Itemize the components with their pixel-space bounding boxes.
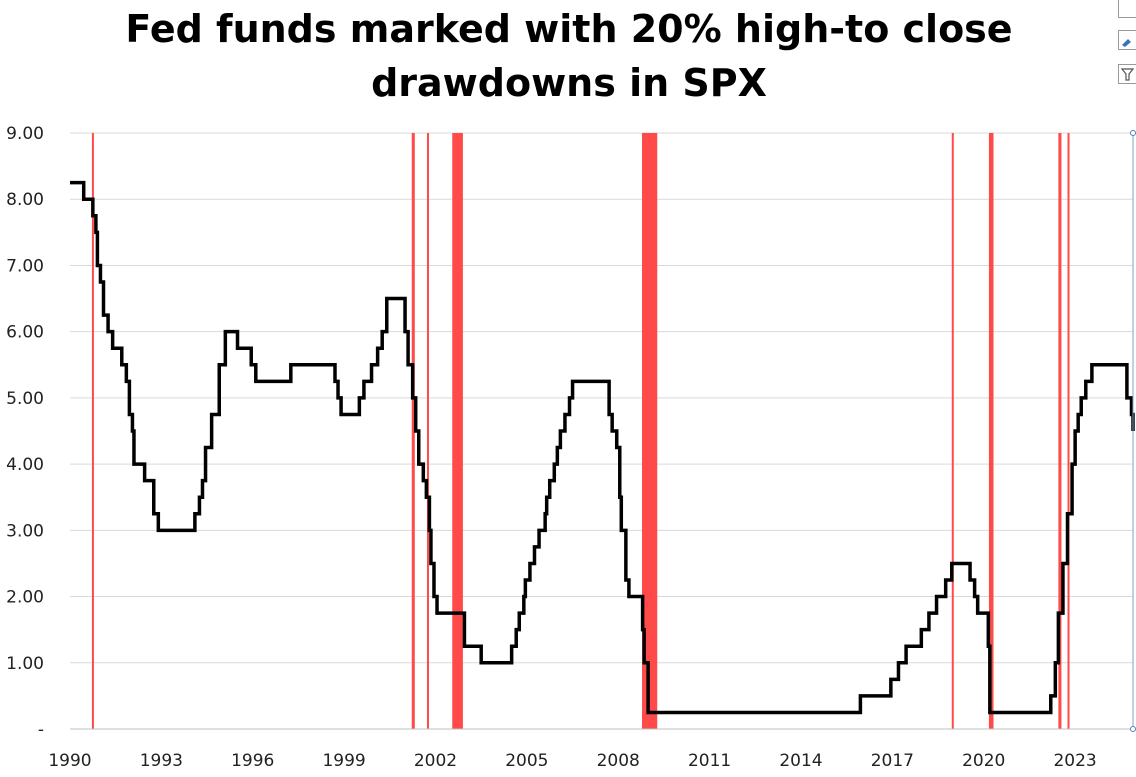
drawdown-band [1058, 133, 1062, 729]
drawdown-band [426, 133, 429, 729]
drawdown-band [1067, 133, 1070, 729]
x-tick-label: 2023 [1053, 751, 1096, 771]
y-tick-label: 7.00 [6, 256, 44, 276]
chart-title-line-2: drawdowns in SPX [371, 61, 767, 105]
y-tick-label: 5.00 [6, 389, 44, 409]
chart-title-line-1: Fed funds marked with 20% high-to close [125, 7, 1013, 51]
x-tick-label: 1999 [322, 751, 365, 771]
x-tick-label: 2005 [505, 751, 548, 771]
gridlines [70, 132, 1133, 664]
x-tick-label: 2011 [688, 751, 731, 771]
x-tick-labels: 1990 1993 1996 1999 2002 2005 2008 2011 2014 2017… [48, 751, 1096, 771]
y-tick-label: 6.00 [6, 323, 44, 343]
selection-handles[interactable] [1130, 130, 1136, 732]
y-tick-label: 4.00 [6, 455, 44, 475]
y-tick-labels: - 1.00 2.00 3.00 4.00 5.00 6.00 7.00 8.00 9.00 [6, 124, 44, 740]
drawdown-band [91, 133, 94, 729]
drawdown-band [411, 133, 415, 729]
series-line-layer [70, 180, 1135, 715]
y-tick-label: 3.00 [6, 521, 44, 541]
resize-handle [1130, 726, 1136, 732]
x-tick-label: 2014 [779, 751, 822, 771]
x-tick-label: 2020 [962, 751, 1005, 771]
chart-filter-icon[interactable] [1118, 64, 1136, 84]
x-tick-label: 1993 [140, 751, 183, 771]
y-tick-label: 2.00 [6, 588, 44, 608]
drawdown-band [642, 133, 658, 729]
resize-handle [1130, 130, 1136, 136]
x-tick-label: 2017 [871, 751, 914, 771]
chart-styles-icon[interactable] [1118, 30, 1136, 50]
y-tick-label: - [38, 720, 44, 740]
drawdown-band [951, 133, 954, 729]
drawdown-band [988, 133, 994, 729]
x-tick-label: 2008 [597, 751, 640, 771]
drawdown-bands [91, 133, 1070, 729]
chart-elements-icon[interactable] [1118, 0, 1136, 18]
x-tick-label: 2002 [414, 751, 457, 771]
y-tick-label: 1.00 [6, 654, 44, 674]
y-tick-label: 9.00 [6, 124, 44, 144]
drawdown-band [452, 133, 463, 729]
x-tick-label: 1990 [48, 751, 91, 771]
x-tick-label: 1996 [231, 751, 274, 771]
chart-title: Fed funds marked with 20% high-to close … [0, 2, 1136, 110]
y-tick-label: 8.00 [6, 190, 44, 210]
fed-funds-line [70, 180, 1135, 715]
